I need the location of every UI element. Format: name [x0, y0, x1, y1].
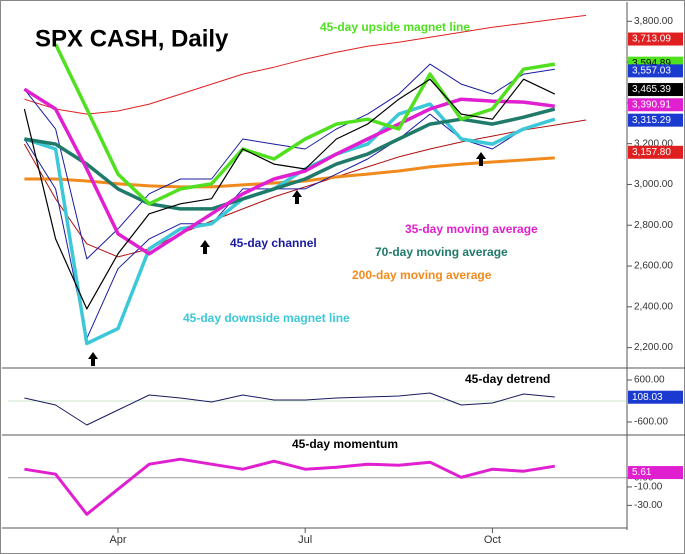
arrow — [88, 352, 98, 366]
x-tick-label: Apr — [109, 534, 126, 546]
chart-title: SPX CASH, Daily — [35, 25, 229, 52]
annotation: 200-day moving average — [352, 268, 492, 282]
series-line — [24, 107, 556, 211]
price-flag — [628, 145, 683, 159]
price-flag-label: 3,594.89 — [632, 58, 671, 69]
series-line — [23, 119, 587, 258]
price-flag-label: 5.61 — [632, 467, 652, 478]
price-flag-label: 3,315.29 — [632, 115, 671, 126]
price-flag — [628, 64, 683, 78]
price-flag — [628, 32, 683, 46]
annotation: 35-day moving average — [405, 222, 538, 236]
price-flag-label: 108.03 — [632, 392, 663, 403]
arrow — [476, 152, 486, 166]
price-flag-label: 3,157.80 — [632, 147, 671, 158]
price-flag — [628, 390, 683, 404]
series-line — [23, 87, 556, 256]
x-tick-label: Jul — [298, 534, 312, 546]
annotation: 45-day downside magnet line — [183, 311, 350, 325]
y-tick-label: -600.00 — [634, 417, 668, 428]
price-flag-label: 3,557.03 — [632, 66, 671, 77]
price-flag-label: 3,390.91 — [632, 99, 671, 110]
price-flag — [628, 98, 683, 112]
arrow — [292, 190, 302, 204]
panel-title: 45-day detrend — [465, 372, 550, 386]
panel-title: 45-day momentum — [292, 437, 398, 451]
plots — [8, 14, 627, 516]
series-line — [24, 63, 555, 260]
y-tick-label: 3,200.00 — [634, 138, 673, 149]
series-line — [23, 102, 556, 346]
annotation: 45-day channel — [230, 236, 317, 250]
y-tick-label: -30.00 — [634, 500, 663, 511]
annotation: 45-day upside magnet line — [320, 20, 470, 34]
x-tick-label: Oct — [484, 534, 501, 546]
price-flag — [628, 466, 683, 480]
y-tick-label: 3,800.00 — [634, 16, 673, 27]
y-tick-label: 2,400.00 — [634, 301, 673, 312]
series-line — [24, 457, 556, 516]
arrows — [88, 152, 486, 366]
series-line — [24, 392, 555, 426]
y-tick-label: -10.00 — [634, 482, 663, 493]
y-tick-label: 2,200.00 — [634, 342, 673, 353]
y-tick-label: 2,800.00 — [634, 220, 673, 231]
arrow — [200, 240, 210, 254]
y-tick-label: 3,000.00 — [634, 179, 673, 190]
y-tick-label: 2,600.00 — [634, 261, 673, 272]
price-flag-label: 3,465.39 — [632, 84, 671, 95]
price-flag — [628, 113, 683, 127]
series-line — [24, 14, 587, 115]
price-flag — [628, 83, 683, 97]
annotation: 70-day moving average — [375, 245, 508, 259]
series-line — [23, 78, 556, 310]
price-flag-label: 3,713.09 — [632, 34, 671, 45]
y-tick-label: 600.00 — [634, 375, 665, 386]
